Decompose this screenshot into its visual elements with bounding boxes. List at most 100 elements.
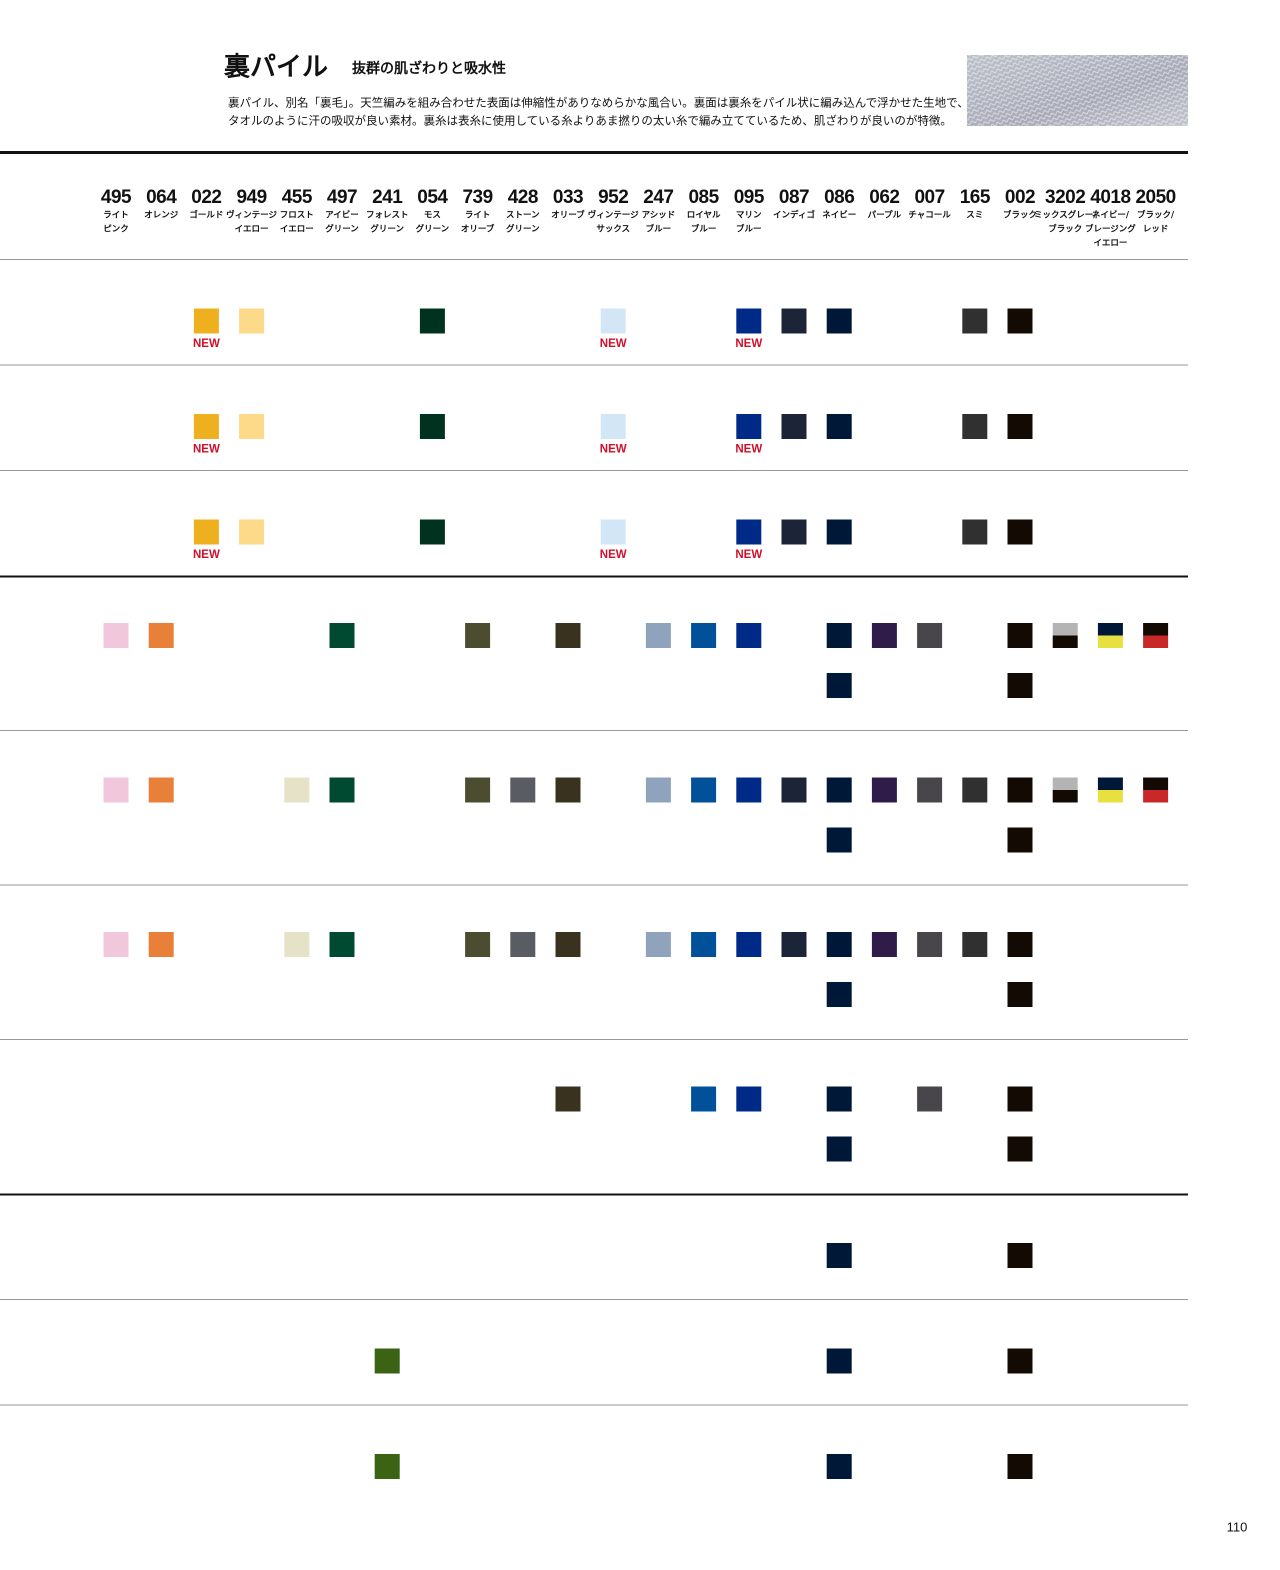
swatch-part (781, 519, 807, 545)
color-swatch (736, 623, 762, 648)
swatch-part (826, 414, 852, 439)
row-rule (0, 1299, 1188, 1300)
color-swatch (193, 519, 219, 545)
color-name: イエロー (235, 225, 269, 235)
swatch-part (691, 623, 717, 648)
color-code: 062 (869, 187, 899, 208)
color-swatch (871, 777, 897, 803)
swatch-part (917, 777, 943, 803)
swatch-part (781, 932, 807, 957)
color-swatch (826, 1454, 852, 1479)
color-name: ブラック (1048, 224, 1082, 235)
new-label: NEW (193, 338, 220, 350)
swatch-part (736, 1086, 762, 1112)
color-name: パープル (868, 210, 902, 221)
swatch-part (329, 932, 355, 957)
color-name: ゴールド (189, 210, 223, 221)
swatch-part (826, 1454, 852, 1479)
swatch-part (826, 932, 852, 957)
color-swatch (962, 308, 988, 334)
new-label: NEW (735, 444, 762, 456)
swatch-part (1007, 414, 1033, 439)
color-swatch (103, 623, 129, 648)
swatch-part (917, 623, 943, 648)
swatch-part (103, 777, 129, 803)
color-swatch (781, 414, 807, 439)
color-swatch (826, 414, 852, 439)
swatch-part (600, 414, 626, 439)
color-swatch (826, 1243, 852, 1268)
color-swatch (1007, 1454, 1033, 1479)
color-swatch (329, 932, 355, 957)
color-name: グリーン (370, 224, 404, 235)
color-swatch (1007, 1243, 1033, 1268)
color-swatch (1007, 673, 1033, 698)
color-swatch (600, 414, 626, 439)
swatch-part (465, 932, 491, 957)
color-code: 086 (824, 187, 854, 208)
swatch-part (1007, 1348, 1033, 1374)
row-rule (0, 364, 1188, 366)
color-swatch (736, 414, 762, 439)
swatch-part (329, 623, 355, 648)
color-swatch (917, 623, 943, 648)
swatch-part (781, 777, 807, 803)
fabric-photo (967, 55, 1188, 126)
swatch-part (826, 1136, 852, 1162)
color-name: ブルー (646, 224, 672, 235)
swatch-part (691, 1086, 717, 1112)
color-swatch (962, 932, 988, 957)
swatch-part (917, 932, 943, 957)
swatch-part (148, 932, 174, 957)
new-label: NEW (735, 338, 762, 350)
color-swatch (374, 1348, 400, 1374)
swatch-part (465, 623, 491, 648)
color-code: 3202 (1045, 187, 1085, 208)
color-code: 2050 (1135, 187, 1175, 208)
color-code: 165 (960, 187, 991, 208)
swatch-part (736, 623, 762, 648)
swatch-part (284, 932, 310, 957)
swatch-part (871, 777, 897, 803)
swatch-part (374, 1454, 400, 1479)
color-swatch (962, 414, 988, 439)
swatch-part (600, 519, 626, 545)
color-swatch (826, 932, 852, 957)
swatch-part (1097, 777, 1123, 790)
color-swatch (1143, 623, 1169, 648)
swatch-part (826, 623, 852, 648)
swatch-part (419, 519, 445, 545)
color-swatch (781, 519, 807, 545)
color-name: イエロー (280, 225, 314, 235)
color-code: 739 (462, 187, 492, 208)
color-code: 428 (508, 187, 538, 208)
color-swatch (284, 777, 310, 803)
color-swatch (1007, 932, 1033, 957)
color-name: ブラック/ (1137, 210, 1175, 221)
color-name: ヴィンテージ (226, 210, 277, 221)
color-name: アイビー (325, 210, 359, 221)
color-swatch (736, 777, 762, 803)
row-rule (0, 1404, 1188, 1406)
row-rule (0, 1193, 1188, 1196)
swatch-part (826, 982, 852, 1007)
color-swatch (1007, 1136, 1033, 1162)
color-swatch (600, 519, 626, 545)
swatch-part (826, 308, 852, 334)
swatch-part (193, 414, 219, 439)
color-swatch (239, 414, 265, 439)
description-line: タオルのように汗の吸収が良い素材。裏糸は表糸に使用している糸よりあま撚りの太い糸… (228, 114, 952, 128)
color-swatch (826, 623, 852, 648)
color-name: チャコール (908, 211, 951, 221)
color-swatch (419, 519, 445, 545)
color-code: 247 (643, 187, 673, 208)
color-swatch (1007, 519, 1033, 545)
swatch-part (555, 932, 581, 957)
swatch-part (555, 623, 581, 648)
color-name: ピンク (103, 224, 129, 235)
color-swatch (781, 932, 807, 957)
color-swatch (148, 777, 174, 803)
row-rule (0, 1039, 1188, 1040)
row-rule (0, 575, 1188, 578)
